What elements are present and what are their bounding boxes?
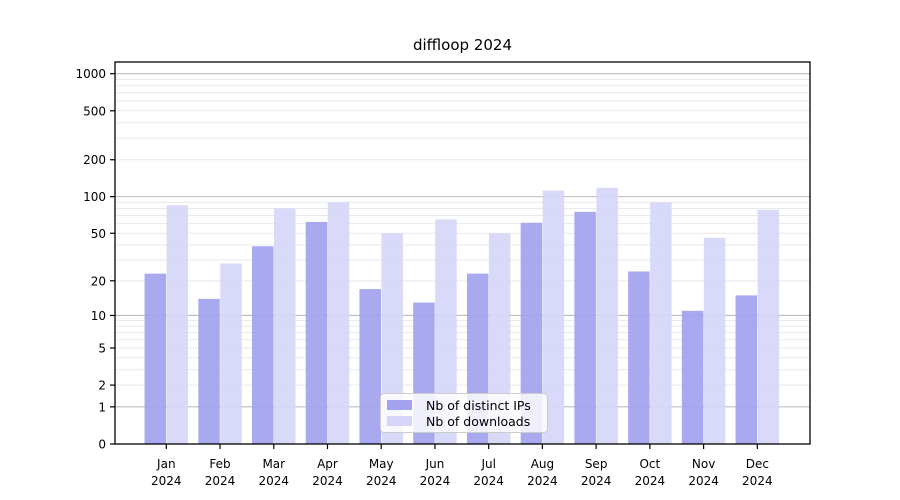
x-tick-label-year: 2024 <box>312 474 343 488</box>
y-tick-label: 1 <box>98 400 106 414</box>
bar-distinct-ips-apr <box>305 221 328 444</box>
bar-distinct-ips-feb <box>198 298 220 444</box>
y-tick-label: 1000 <box>75 67 106 81</box>
bar-downloads-sep <box>596 187 618 444</box>
x-tick-label-month: Sep <box>585 457 608 471</box>
y-tick-label: 5 <box>98 341 106 355</box>
x-tick-label-year: 2024 <box>151 474 182 488</box>
x-tick-label-month: Jan <box>156 457 176 471</box>
legend-swatch-distinct-ips <box>387 400 412 410</box>
x-tick-label-month: Jul <box>480 457 495 471</box>
bar-downloads-jun <box>435 219 457 444</box>
bar-distinct-ips-oct <box>628 271 650 444</box>
plot-border <box>114 61 811 445</box>
x-tick-label-year: 2024 <box>527 474 558 488</box>
x-tick-label-year: 2024 <box>205 474 236 488</box>
x-tick-label-year: 2024 <box>635 474 666 488</box>
x-tick-label-year: 2024 <box>581 474 612 488</box>
bar-distinct-ips-aug <box>520 222 543 444</box>
bar-downloads-may <box>381 233 403 444</box>
y-tick-label: 2 <box>98 379 106 393</box>
bar-distinct-ips-sep <box>574 211 596 444</box>
x-tick-label-year: 2024 <box>742 474 773 488</box>
y-tick-label: 500 <box>83 104 106 118</box>
y-tick-label: 200 <box>83 153 106 167</box>
bar-downloads-apr <box>327 202 350 444</box>
x-tick-label-year: 2024 <box>473 474 504 488</box>
bar-downloads-nov <box>703 237 726 444</box>
bar-downloads-jan <box>166 205 189 444</box>
bar-distinct-ips-nov <box>681 310 704 444</box>
legend-swatch-downloads <box>387 416 412 426</box>
chart-title: diffloop 2024 <box>412 36 512 54</box>
legend-label-distinct-ips: Nb of distinct IPs <box>426 397 531 413</box>
x-tick-label-month: Feb <box>209 457 230 471</box>
bar-downloads-dec <box>757 209 780 444</box>
x-tick-label-month: Nov <box>692 457 715 471</box>
x-tick-label-year: 2024 <box>688 474 719 488</box>
bar-distinct-ips-dec <box>735 295 758 444</box>
y-tick-label: 0 <box>98 438 106 452</box>
bar-distinct-ips-jan <box>144 273 167 444</box>
bar-downloads-feb <box>220 263 242 444</box>
x-tick-label-month: May <box>369 457 394 471</box>
legend-item-downloads: Nb of downloads <box>387 414 541 429</box>
y-tick-label: 100 <box>83 190 106 204</box>
x-tick-label-month: Oct <box>639 457 660 471</box>
bar-distinct-ips-may <box>359 289 381 444</box>
bar-downloads-jul <box>488 233 511 444</box>
legend: Nb of distinct IPs Nb of downloads <box>380 393 548 433</box>
x-tick-label-month: Apr <box>317 457 338 471</box>
legend-item-distinct-ips: Nb of distinct IPs <box>387 398 541 413</box>
y-tick-label: 10 <box>91 309 106 323</box>
x-tick-label-year: 2024 <box>420 474 451 488</box>
x-tick-label-month: Aug <box>531 457 554 471</box>
x-tick-label-year: 2024 <box>366 474 397 488</box>
bar-downloads-aug <box>542 190 565 444</box>
x-tick-label-month: Dec <box>746 457 769 471</box>
x-tick-label-month: Mar <box>262 457 285 471</box>
y-tick-label: 20 <box>91 274 106 288</box>
x-tick-label-year: 2024 <box>258 474 289 488</box>
x-tick-label-month: Jun <box>425 457 445 471</box>
y-tick-label: 50 <box>91 227 106 241</box>
bar-distinct-ips-mar <box>252 246 274 444</box>
bar-downloads-mar <box>274 208 296 444</box>
legend-label-downloads: Nb of downloads <box>426 413 531 429</box>
bar-downloads-oct <box>650 202 672 444</box>
